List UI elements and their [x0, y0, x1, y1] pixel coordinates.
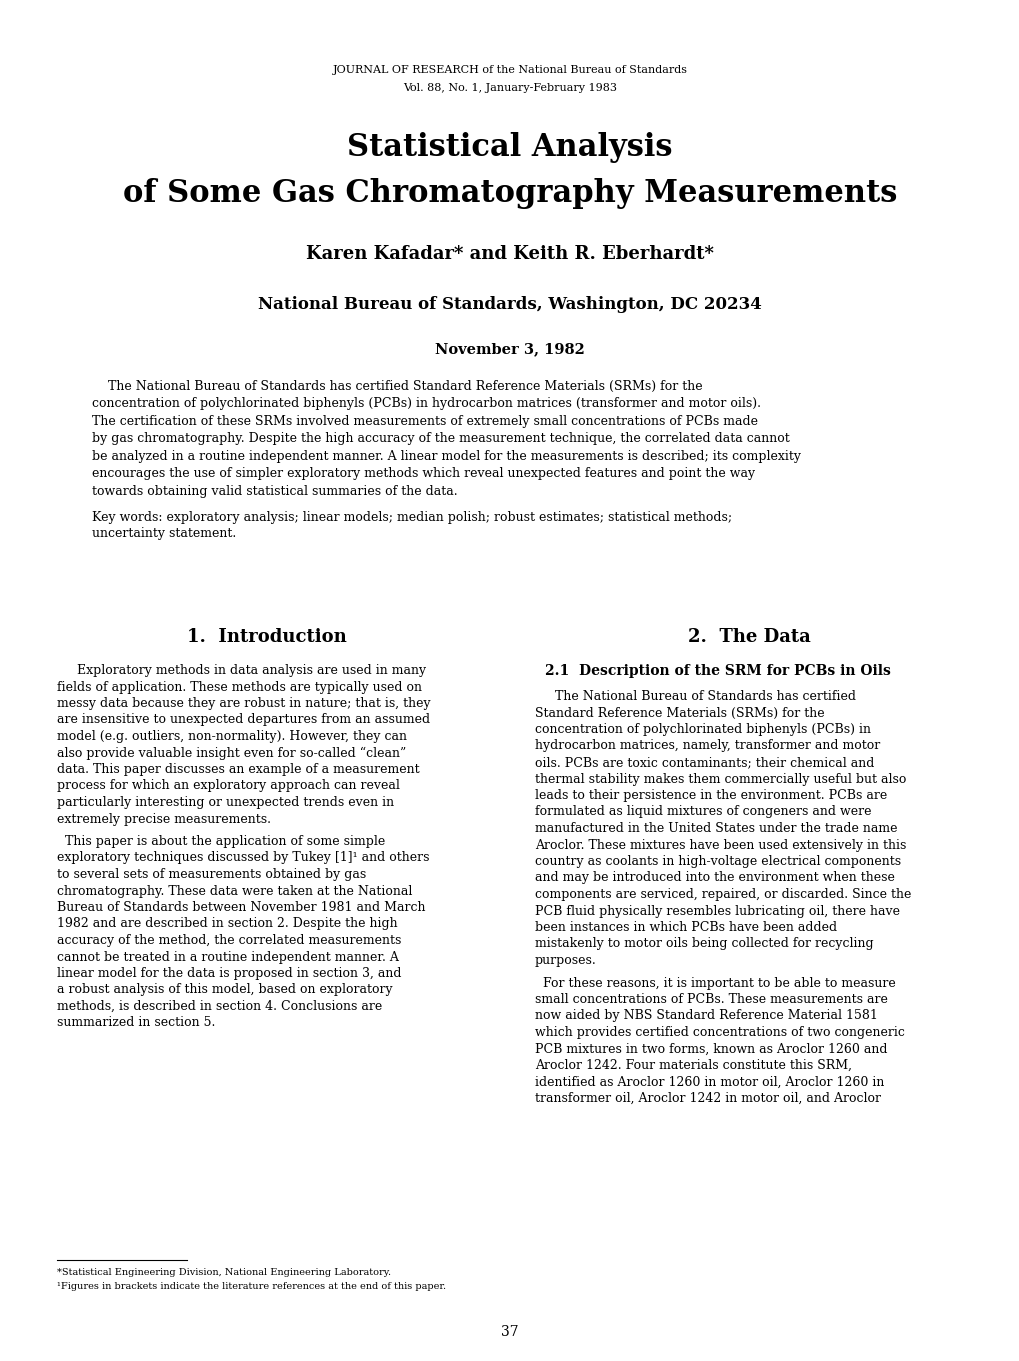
Text: model (e.g. outliers, non-normality). However, they can: model (e.g. outliers, non-normality). Ho… [57, 729, 407, 743]
Text: 2.1  Description of the SRM for PCBs in Oils: 2.1 Description of the SRM for PCBs in O… [544, 664, 890, 678]
Text: accuracy of the method, the correlated measurements: accuracy of the method, the correlated m… [57, 934, 401, 947]
Text: exploratory techniques discussed by Tukey [1]¹ and others: exploratory techniques discussed by Tuke… [57, 852, 429, 864]
Text: concentration of polychlorinated biphenyls (PCBs) in hydrocarbon matrices (trans: concentration of polychlorinated bipheny… [92, 397, 760, 411]
Text: uncertainty statement.: uncertainty statement. [92, 528, 236, 540]
Text: PCB fluid physically resembles lubricating oil, there have: PCB fluid physically resembles lubricati… [535, 905, 899, 917]
Text: formulated as liquid mixtures of congeners and were: formulated as liquid mixtures of congene… [535, 806, 870, 818]
Text: *Statistical Engineering Division, National Engineering Laboratory.: *Statistical Engineering Division, Natio… [57, 1268, 390, 1277]
Text: encourages the use of simpler exploratory methods which reveal unexpected featur: encourages the use of simpler explorator… [92, 467, 754, 480]
Text: Karen Kafadar* and Keith R. Eberhardt*: Karen Kafadar* and Keith R. Eberhardt* [306, 245, 713, 263]
Text: data. This paper discusses an example of a measurement: data. This paper discusses an example of… [57, 764, 419, 776]
Text: Exploratory methods in data analysis are used in many: Exploratory methods in data analysis are… [76, 664, 426, 676]
Text: a robust analysis of this model, based on exploratory: a robust analysis of this model, based o… [57, 984, 392, 996]
Text: to several sets of measurements obtained by gas: to several sets of measurements obtained… [57, 868, 366, 881]
Text: also provide valuable insight even for so-called “clean”: also provide valuable insight even for s… [57, 746, 406, 759]
Text: Vol. 88, No. 1, January-February 1983: Vol. 88, No. 1, January-February 1983 [403, 83, 616, 93]
Text: The certification of these SRMs involved measurements of extremely small concent: The certification of these SRMs involved… [92, 415, 757, 427]
Text: by gas chromatography. Despite the high accuracy of the measurement technique, t: by gas chromatography. Despite the high … [92, 433, 789, 445]
Text: summarized in section 5.: summarized in section 5. [57, 1017, 215, 1029]
Text: are insensitive to unexpected departures from an assumed: are insensitive to unexpected departures… [57, 713, 430, 727]
Text: 1982 and are described in section 2. Despite the high: 1982 and are described in section 2. Des… [57, 917, 397, 931]
Text: Aroclor 1242. Four materials constitute this SRM,: Aroclor 1242. Four materials constitute … [535, 1059, 851, 1072]
Text: and may be introduced into the environment when these: and may be introduced into the environme… [535, 871, 894, 885]
Text: manufactured in the United States under the trade name: manufactured in the United States under … [535, 822, 897, 836]
Text: identified as Aroclor 1260 in motor oil, Aroclor 1260 in: identified as Aroclor 1260 in motor oil,… [535, 1075, 883, 1089]
Text: For these reasons, it is important to be able to measure: For these reasons, it is important to be… [535, 976, 895, 989]
Text: ¹Figures in brackets indicate the literature references at the end of this paper: ¹Figures in brackets indicate the litera… [57, 1282, 445, 1292]
Text: purposes.: purposes. [535, 954, 596, 968]
Text: oils. PCBs are toxic contaminants; their chemical and: oils. PCBs are toxic contaminants; their… [535, 755, 873, 769]
Text: linear model for the data is proposed in section 3, and: linear model for the data is proposed in… [57, 968, 401, 980]
Text: PCB mixtures in two forms, known as Aroclor 1260 and: PCB mixtures in two forms, known as Aroc… [535, 1043, 887, 1056]
Text: leads to their persistence in the environment. PCBs are: leads to their persistence in the enviro… [535, 789, 887, 802]
Text: chromatography. These data were taken at the National: chromatography. These data were taken at… [57, 885, 412, 897]
Text: 37: 37 [500, 1326, 519, 1339]
Text: process for which an exploratory approach can reveal: process for which an exploratory approac… [57, 780, 399, 792]
Text: thermal stability makes them commercially useful but also: thermal stability makes them commerciall… [535, 773, 906, 785]
Text: hydrocarbon matrices, namely, transformer and motor: hydrocarbon matrices, namely, transforme… [535, 739, 879, 753]
Text: The National Bureau of Standards has certified: The National Bureau of Standards has cer… [554, 690, 855, 704]
Text: now aided by NBS Standard Reference Material 1581: now aided by NBS Standard Reference Mate… [535, 1010, 877, 1022]
Text: Standard Reference Materials (SRMs) for the: Standard Reference Materials (SRMs) for … [535, 706, 823, 720]
Text: extremely precise measurements.: extremely precise measurements. [57, 813, 271, 826]
Text: be analyzed in a routine independent manner. A linear model for the measurements: be analyzed in a routine independent man… [92, 450, 800, 463]
Text: Aroclor. These mixtures have been used extensively in this: Aroclor. These mixtures have been used e… [535, 838, 906, 852]
Text: 2.  The Data: 2. The Data [687, 627, 809, 646]
Text: The National Bureau of Standards has certified Standard Reference Materials (SRM: The National Bureau of Standards has cer… [92, 380, 702, 393]
Text: messy data because they are robust in nature; that is, they: messy data because they are robust in na… [57, 697, 430, 710]
Text: Statistical Analysis: Statistical Analysis [346, 132, 673, 163]
Text: This paper is about the application of some simple: This paper is about the application of s… [57, 836, 385, 848]
Text: of Some Gas Chromatography Measurements: of Some Gas Chromatography Measurements [122, 178, 897, 210]
Text: components are serviced, repaired, or discarded. Since the: components are serviced, repaired, or di… [535, 887, 911, 901]
Text: Bureau of Standards between November 1981 and March: Bureau of Standards between November 198… [57, 901, 425, 915]
Text: country as coolants in high-voltage electrical components: country as coolants in high-voltage elec… [535, 855, 900, 868]
Text: transformer oil, Aroclor 1242 in motor oil, and Aroclor: transformer oil, Aroclor 1242 in motor o… [535, 1092, 880, 1105]
Text: concentration of polychlorinated biphenyls (PCBs) in: concentration of polychlorinated bipheny… [535, 723, 870, 736]
Text: been instances in which PCBs have been added: been instances in which PCBs have been a… [535, 921, 837, 934]
Text: which provides certified concentrations of two congeneric: which provides certified concentrations … [535, 1026, 904, 1038]
Text: particularly interesting or unexpected trends even in: particularly interesting or unexpected t… [57, 796, 393, 808]
Text: JOURNAL OF RESEARCH of the National Bureau of Standards: JOURNAL OF RESEARCH of the National Bure… [332, 65, 687, 75]
Text: 1.  Introduction: 1. Introduction [186, 627, 346, 646]
Text: mistakenly to motor oils being collected for recycling: mistakenly to motor oils being collected… [535, 938, 872, 950]
Text: November 3, 1982: November 3, 1982 [435, 342, 584, 357]
Text: cannot be treated in a routine independent manner. A: cannot be treated in a routine independe… [57, 950, 398, 964]
Text: fields of application. These methods are typically used on: fields of application. These methods are… [57, 680, 422, 694]
Text: small concentrations of PCBs. These measurements are: small concentrations of PCBs. These meas… [535, 994, 887, 1006]
Text: methods, is described in section 4. Conclusions are: methods, is described in section 4. Conc… [57, 1000, 382, 1013]
Text: towards obtaining valid statistical summaries of the data.: towards obtaining valid statistical summ… [92, 485, 458, 498]
Text: National Bureau of Standards, Washington, DC 20234: National Bureau of Standards, Washington… [258, 295, 761, 313]
Text: Key words: exploratory analysis; linear models; median polish; robust estimates;: Key words: exploratory analysis; linear … [92, 510, 732, 524]
